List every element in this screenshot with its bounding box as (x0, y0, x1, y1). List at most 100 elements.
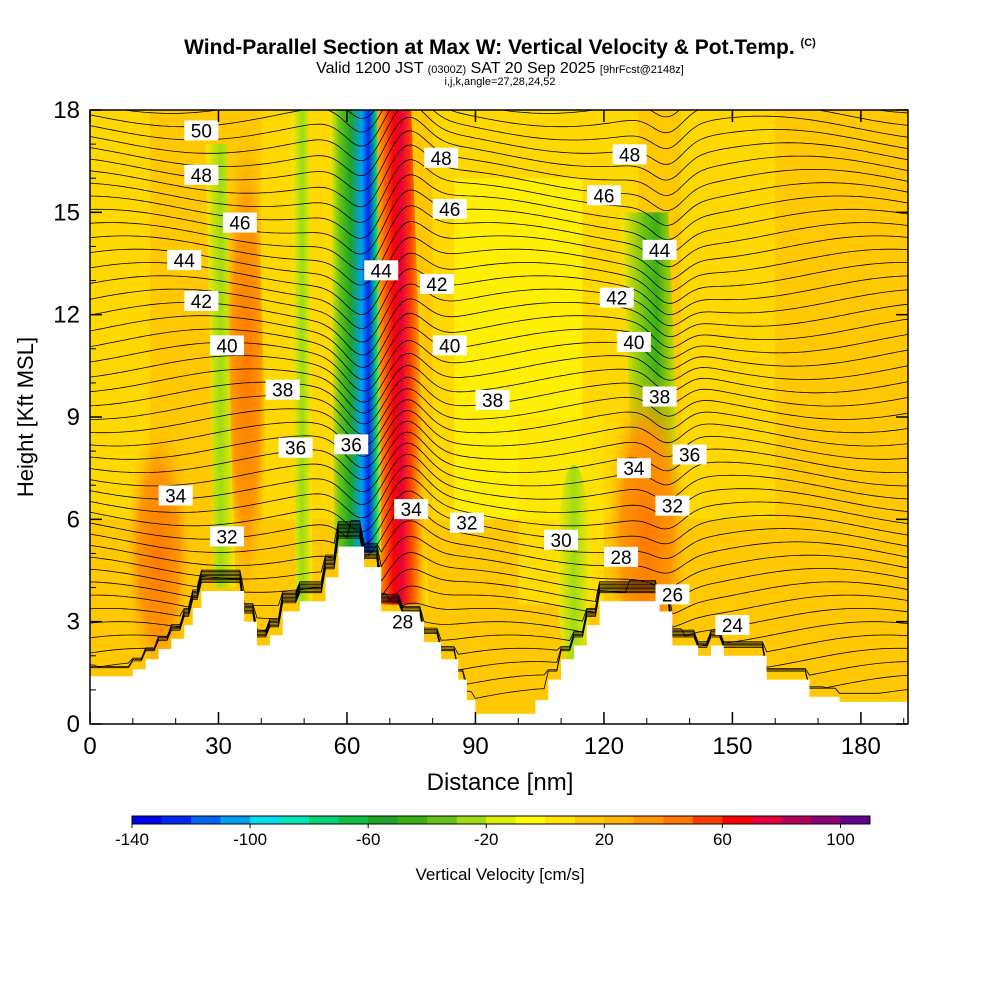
contour-label-text: 28 (392, 613, 413, 634)
contour-label-text: 50 (191, 121, 212, 142)
colorbar-bin (132, 816, 163, 824)
contour-label-text: 36 (285, 439, 306, 460)
valid-time-subtitle: Valid 1200 JST (0300Z) SAT 20 Sep 2025 [… (316, 60, 684, 77)
contour-label-text: 40 (216, 336, 237, 357)
contour-label-text: 40 (623, 333, 644, 354)
contour-label: 26 (655, 584, 690, 606)
x-tick-label: 180 (841, 733, 881, 760)
colorbar-bin (220, 816, 251, 824)
colorbar-tick-label: 60 (713, 830, 732, 849)
colorbar-bin (781, 816, 812, 824)
colorbar-bin (456, 816, 487, 824)
updraft-band (368, 110, 429, 605)
theta-contour (90, 283, 908, 343)
colorbar-bin (633, 816, 664, 824)
x-tick-label: 0 (83, 733, 96, 760)
colorbar-bin (250, 816, 281, 824)
contour-label-box (449, 512, 484, 533)
contour-label-text: 46 (439, 200, 460, 221)
theta-contour (90, 537, 908, 699)
theta-contour (90, 431, 908, 481)
contour-label: 40 (210, 335, 245, 357)
x-tick-label: 60 (334, 733, 361, 760)
colorbar-tick-label: -60 (356, 830, 381, 849)
contour-label-text: 48 (619, 145, 640, 166)
contour-label-box (265, 379, 300, 400)
theta-contour (90, 220, 908, 286)
theta-contour (90, 236, 908, 301)
contour-label-text: 32 (456, 514, 477, 535)
colorbar-bin (604, 816, 635, 824)
contour-label: 36 (334, 434, 369, 456)
grid-params: i,j,k,angle=27,28,24,52 (444, 76, 556, 88)
weak-updraft-band (222, 110, 270, 622)
colorbar-bin (545, 816, 576, 824)
contour-label: 30 (544, 529, 579, 552)
colorbar-bin (840, 816, 871, 824)
x-tick-label: 30 (205, 733, 232, 760)
contour-label-text: 38 (272, 381, 293, 402)
contour-label-box (364, 260, 399, 281)
contour-label-text: 24 (722, 616, 744, 637)
y-tick-label: 18 (53, 97, 80, 124)
x-axis-label: Distance [nm] (427, 769, 574, 796)
colorbar-bin (663, 816, 694, 824)
contour-label: 34 (616, 458, 651, 480)
contour-label-box (432, 335, 467, 356)
colorbar-bin (722, 816, 753, 824)
theta-contour (90, 388, 908, 436)
contour-label-box (599, 287, 634, 308)
contour-label-text: 32 (662, 497, 683, 518)
contour-label-box (424, 147, 459, 168)
colorbar-tick-label: 100 (826, 830, 854, 849)
contour-label-box (222, 212, 257, 233)
theta-contour (90, 130, 908, 196)
contour-label: 50 (184, 120, 219, 142)
contour-label-text: 44 (649, 241, 671, 262)
contour-label: 48 (424, 147, 459, 170)
contour-label-text: 48 (431, 149, 452, 170)
contour-label: 46 (432, 198, 467, 221)
theta-contour (90, 365, 908, 414)
contour-label: 44 (364, 260, 399, 282)
contour-label-box (655, 495, 690, 516)
contour-label-text: 48 (191, 166, 212, 187)
contour-label-text: 40 (439, 336, 460, 357)
contour-label: 28 (604, 546, 639, 569)
contour-label-box (616, 331, 651, 352)
contour-label-box (432, 198, 467, 219)
colorbar-bin (368, 816, 399, 824)
colorbar-bin (338, 816, 369, 824)
theta-contour (90, 399, 908, 447)
contour-label-box (419, 273, 454, 294)
contour-label: 34 (158, 485, 193, 507)
theta-contour (90, 298, 908, 356)
contour-label-box (642, 239, 677, 260)
contour-label-box (612, 144, 647, 165)
theta-contour (90, 529, 908, 637)
contour-label-text: 38 (482, 391, 503, 412)
colorbar-bin (161, 816, 192, 824)
contour-label-box (642, 386, 677, 407)
colorbar-bin (486, 816, 517, 824)
theta-contour (90, 524, 908, 588)
theta-contour (90, 420, 908, 469)
theta-contour (90, 477, 908, 533)
contour-label: 36 (672, 444, 707, 467)
contour-label: 42 (419, 273, 454, 296)
contour-label: 28 (385, 611, 420, 634)
contour-label: 38 (642, 386, 677, 409)
contour-label-box (616, 458, 651, 479)
contour-label-box (604, 546, 639, 567)
contour-label-box (544, 529, 579, 550)
contour-label-text: 46 (229, 214, 250, 235)
contour-label-text: 42 (606, 289, 627, 310)
colorbar-bin (515, 816, 546, 824)
contour-label-box (210, 526, 245, 547)
colorbar-bin (309, 816, 340, 824)
contour-label: 34 (394, 499, 429, 521)
contour-label: 32 (655, 495, 690, 518)
contour-label-text: 36 (341, 435, 362, 456)
theta-contour (90, 535, 908, 676)
theta-contour (90, 520, 908, 574)
